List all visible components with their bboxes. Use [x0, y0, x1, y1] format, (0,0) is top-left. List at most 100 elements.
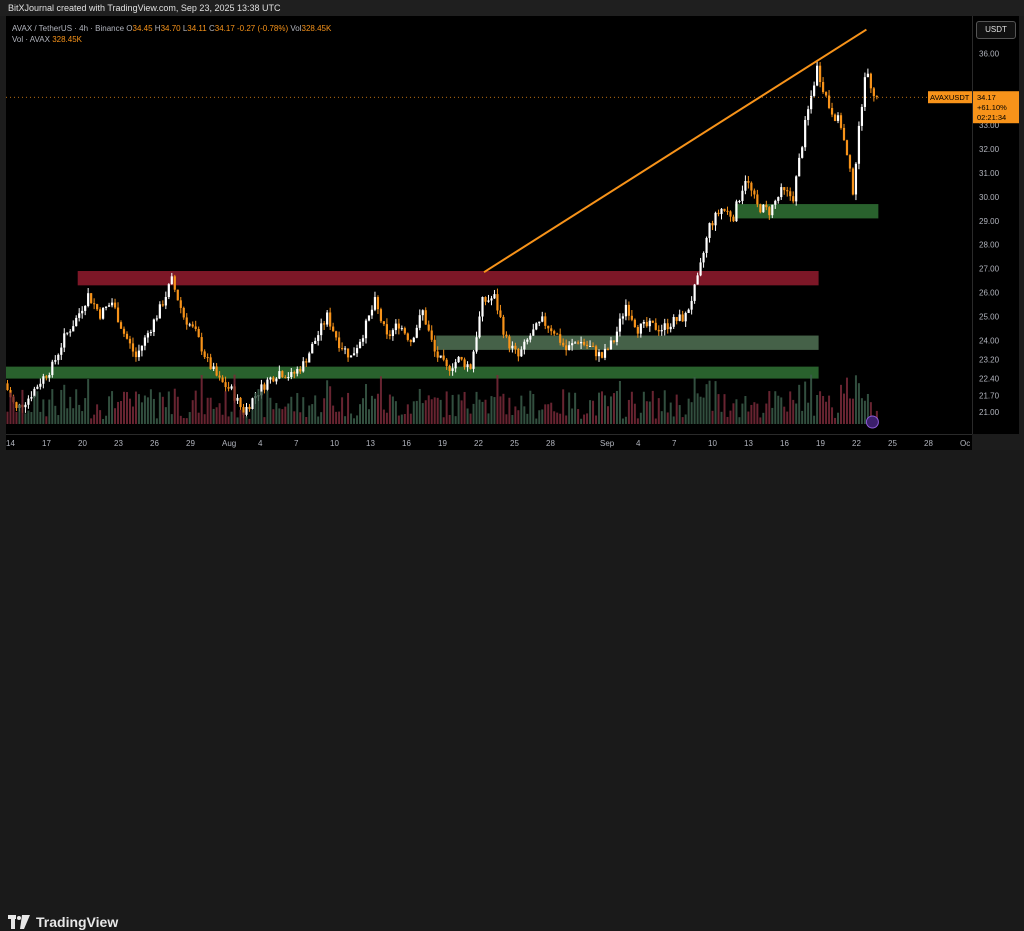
candle-body: [645, 322, 648, 327]
volume-bar: [72, 408, 75, 424]
volume-series-label[interactable]: Vol · AVAX: [12, 35, 50, 44]
candle-body: [588, 345, 592, 347]
price-axis-svg[interactable]: 36.0034.0033.0032.0031.0030.0029.0028.00…: [973, 16, 1019, 434]
volume-bar: [618, 380, 621, 424]
volume-bar: [370, 395, 373, 424]
candle-body: [750, 182, 753, 191]
volume-bar: [753, 402, 756, 424]
candle-body: [158, 304, 161, 319]
volume-bar: [690, 402, 693, 424]
time-axis-svg[interactable]: 14 17 20 23 26 29 Aug 4 7 10 13 16 19 22 25 28 Sep 4 7 10 13…: [6, 435, 972, 451]
candle-body: [669, 326, 672, 330]
candle-body: [355, 348, 359, 354]
volume-bar: [218, 403, 221, 424]
volume-bar: [326, 380, 329, 424]
candle-body: [753, 190, 756, 195]
candle-body: [340, 348, 344, 350]
candle-body: [723, 208, 726, 211]
volume-bar: [45, 416, 48, 424]
volume-bar: [660, 411, 663, 424]
volume-bar: [108, 396, 111, 424]
time-tick-label: Aug: [222, 439, 236, 448]
candle-body: [547, 325, 550, 329]
candle-body: [418, 315, 421, 328]
volume-bar: [717, 394, 720, 424]
candle-body: [717, 212, 720, 215]
time-tick-label: 26: [150, 439, 159, 448]
candle-body: [149, 332, 152, 334]
candle-body: [771, 204, 774, 216]
event-icon[interactable]: [865, 415, 879, 429]
volume-bar: [442, 417, 445, 424]
volume-bar: [99, 410, 102, 424]
candle-body: [421, 310, 424, 316]
volume-bar: [460, 400, 463, 424]
candle-body: [302, 361, 305, 372]
candle-body: [284, 377, 287, 379]
volume-bar: [114, 408, 117, 424]
volume-bar: [750, 404, 753, 424]
volume-bar: [636, 418, 639, 424]
volume-bar: [412, 401, 415, 424]
volume-bar: [657, 398, 660, 424]
candle-body: [45, 376, 48, 378]
candle-body: [218, 375, 221, 378]
volume-bar: [185, 418, 188, 424]
candle-body: [529, 335, 532, 340]
tradingview-brand: TradingView: [36, 914, 119, 930]
volume-bar: [520, 395, 523, 424]
candle-body: [224, 382, 227, 388]
volume-bar: [741, 403, 744, 424]
volume-bar: [158, 392, 161, 424]
candle-body: [795, 176, 798, 202]
volume-bar: [397, 415, 400, 424]
time-axis[interactable]: 14 17 20 23 26 29 Aug 4 7 10 13 16 19 22 25 28 Sep 4 7 10 13…: [6, 434, 972, 451]
volume-bar: [191, 400, 194, 424]
time-tick-label: 14: [6, 439, 15, 448]
candle-body: [212, 366, 215, 370]
candle-body: [326, 312, 329, 325]
candle-body: [774, 200, 777, 205]
price-tick-label: 21.00: [979, 408, 1000, 417]
candle-body: [582, 341, 586, 345]
candle-body: [630, 315, 633, 320]
volume-bar: [612, 393, 615, 424]
volume-bar: [87, 379, 90, 424]
chart-area[interactable]: AVAXUSDT: [6, 16, 972, 434]
tradingview-logo[interactable]: TradingView: [8, 913, 118, 931]
legend-vol-label: Vol: [290, 24, 302, 33]
candle-body: [72, 326, 75, 332]
volume-bar: [117, 401, 120, 424]
candle-body: [146, 333, 150, 338]
time-tick-label: 25: [510, 439, 519, 448]
volume-bar: [42, 399, 45, 424]
price-tick-label: 26.00: [979, 289, 1000, 298]
volume-bar: [487, 413, 490, 424]
price-axis[interactable]: 36.0034.0033.0032.0031.0030.0029.0028.00…: [972, 16, 1019, 434]
chart-svg[interactable]: AVAXUSDT: [6, 16, 972, 434]
volume-bar: [120, 400, 123, 424]
candle-body: [502, 316, 505, 335]
volume-bar: [341, 397, 344, 424]
volume-bar: [702, 397, 705, 424]
candle-body: [409, 339, 412, 343]
candle-body: [403, 328, 406, 334]
volume-bar: [457, 394, 460, 424]
candle-body: [759, 204, 762, 213]
candle-body: [714, 212, 717, 226]
candle-body: [266, 379, 269, 390]
candle-body: [221, 377, 224, 383]
candle-body: [654, 322, 657, 330]
candle-body: [57, 354, 60, 361]
currency-button[interactable]: USDT: [976, 21, 1016, 39]
candle-body: [696, 275, 699, 285]
volume-bar: [236, 417, 239, 424]
legend-symbol[interactable]: AVAX / TetherUS · 4h · Binance: [12, 24, 125, 33]
candle-body: [51, 361, 54, 376]
volume-bar: [547, 404, 550, 424]
volume-bar: [385, 412, 388, 424]
volume-bar: [517, 410, 520, 424]
volume-bar: [206, 397, 209, 424]
candle-body: [388, 334, 391, 337]
volume-bar: [598, 392, 601, 424]
